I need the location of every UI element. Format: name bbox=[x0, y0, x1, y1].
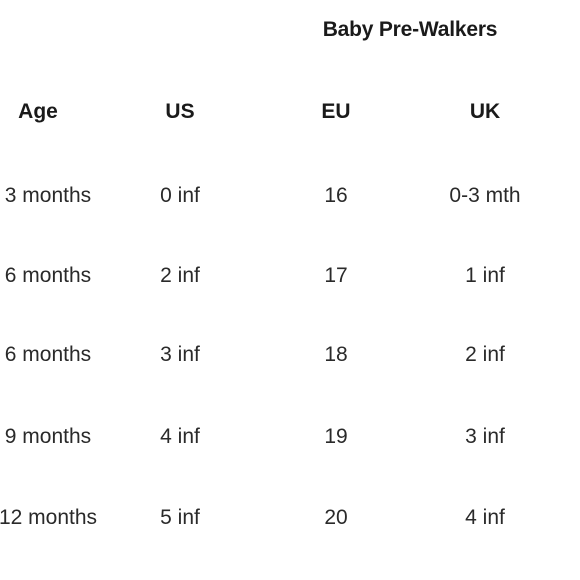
cell-age: 6 months bbox=[4, 264, 92, 287]
table-caption: Baby Pre-Walkers bbox=[322, 18, 498, 41]
cell-us: 0 inf bbox=[160, 184, 200, 207]
cell-age: 6 months bbox=[4, 343, 92, 366]
cell-us: 2 inf bbox=[160, 264, 200, 287]
header-eu: EU bbox=[321, 100, 351, 123]
table-row: 6 months 3 inf 18 2 inf bbox=[0, 340, 580, 370]
cell-uk: 2 inf bbox=[465, 343, 505, 366]
cell-uk: 0-3 mth bbox=[449, 184, 521, 207]
header-age: Age bbox=[18, 100, 58, 123]
table-header-row: Age US EU UK bbox=[0, 97, 580, 127]
cell-age: 12 months bbox=[0, 506, 98, 529]
cell-eu: 16 bbox=[324, 184, 348, 207]
cell-us: 5 inf bbox=[160, 506, 200, 529]
cell-uk: 3 inf bbox=[465, 425, 505, 448]
cell-uk: 4 inf bbox=[465, 506, 505, 529]
table-row: 3 months 0 inf 16 0-3 mth bbox=[0, 181, 580, 211]
cell-age: 3 months bbox=[4, 184, 92, 207]
cell-eu: 19 bbox=[324, 425, 348, 448]
cell-us: 3 inf bbox=[160, 343, 200, 366]
table-row: 6 months 2 inf 17 1 inf bbox=[0, 261, 580, 291]
table-row: 9 months 4 inf 19 3 inf bbox=[0, 422, 580, 452]
cell-eu: 18 bbox=[324, 343, 348, 366]
header-us: US bbox=[165, 100, 195, 123]
cell-eu: 20 bbox=[324, 506, 348, 529]
cell-eu: 17 bbox=[324, 264, 348, 287]
cell-uk: 1 inf bbox=[465, 264, 505, 287]
header-uk: UK bbox=[469, 100, 501, 123]
table-row: 12 months 5 inf 20 4 inf bbox=[0, 503, 580, 533]
cell-us: 4 inf bbox=[160, 425, 200, 448]
cell-age: 9 months bbox=[4, 425, 92, 448]
